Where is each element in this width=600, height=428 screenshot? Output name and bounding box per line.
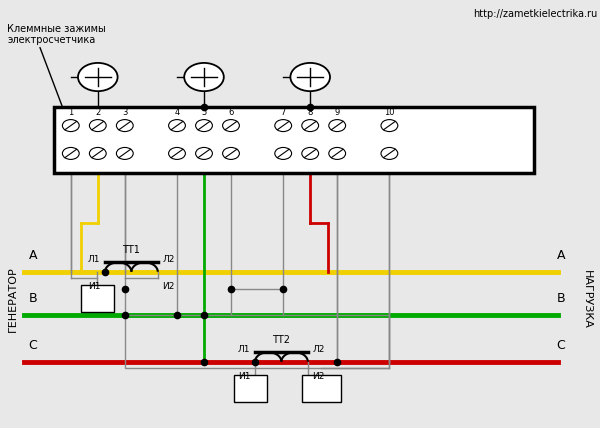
Circle shape — [196, 119, 212, 131]
Circle shape — [381, 148, 398, 160]
Text: Л1: Л1 — [238, 345, 250, 354]
Text: Клеммные зажимы
электросчетчика: Клеммные зажимы электросчетчика — [7, 24, 106, 45]
Text: Л2: Л2 — [163, 255, 175, 264]
Text: Л2: Л2 — [313, 345, 325, 354]
Circle shape — [196, 148, 212, 160]
Bar — [234, 374, 267, 402]
Circle shape — [329, 148, 346, 160]
Circle shape — [381, 119, 398, 131]
Text: 3: 3 — [122, 108, 127, 117]
Circle shape — [89, 148, 106, 160]
Text: A: A — [29, 250, 37, 262]
Circle shape — [62, 148, 79, 160]
Text: 4: 4 — [175, 108, 179, 117]
Text: И1: И1 — [88, 282, 100, 291]
Text: 1: 1 — [68, 108, 73, 117]
Bar — [302, 374, 341, 402]
Circle shape — [223, 119, 239, 131]
Circle shape — [62, 119, 79, 131]
Text: И1: И1 — [238, 372, 250, 381]
Circle shape — [169, 119, 185, 131]
Bar — [81, 285, 114, 312]
Bar — [125, 315, 389, 368]
Circle shape — [116, 119, 133, 131]
Text: 2: 2 — [95, 108, 100, 117]
Text: 6: 6 — [229, 108, 233, 117]
Circle shape — [116, 148, 133, 160]
Circle shape — [275, 148, 292, 160]
Circle shape — [89, 119, 106, 131]
Text: И2: И2 — [163, 282, 175, 291]
Text: 7: 7 — [281, 108, 286, 117]
Text: Л1: Л1 — [88, 255, 100, 264]
Text: 8: 8 — [308, 108, 313, 117]
Circle shape — [223, 148, 239, 160]
Circle shape — [275, 119, 292, 131]
Circle shape — [78, 63, 118, 91]
Circle shape — [302, 119, 319, 131]
Circle shape — [302, 148, 319, 160]
Text: B: B — [29, 292, 37, 305]
Text: B: B — [557, 292, 565, 305]
Circle shape — [169, 148, 185, 160]
Text: 5: 5 — [202, 108, 206, 117]
Bar — [54, 107, 534, 173]
Text: C: C — [557, 339, 565, 352]
Text: 9: 9 — [335, 108, 340, 117]
Text: ГЕНЕРАТОР: ГЕНЕРАТОР — [8, 267, 18, 333]
Text: НАГРУЗКА: НАГРУЗКА — [582, 270, 592, 329]
Text: И2: И2 — [313, 372, 325, 381]
Circle shape — [290, 63, 330, 91]
Text: C: C — [29, 339, 37, 352]
Text: 10: 10 — [384, 108, 395, 117]
Text: http://zametkielectrika.ru: http://zametkielectrika.ru — [473, 9, 597, 19]
Text: ТТ2: ТТ2 — [272, 335, 290, 345]
Text: A: A — [557, 250, 565, 262]
Circle shape — [329, 119, 346, 131]
Circle shape — [184, 63, 224, 91]
Text: ТТ1: ТТ1 — [122, 245, 140, 255]
